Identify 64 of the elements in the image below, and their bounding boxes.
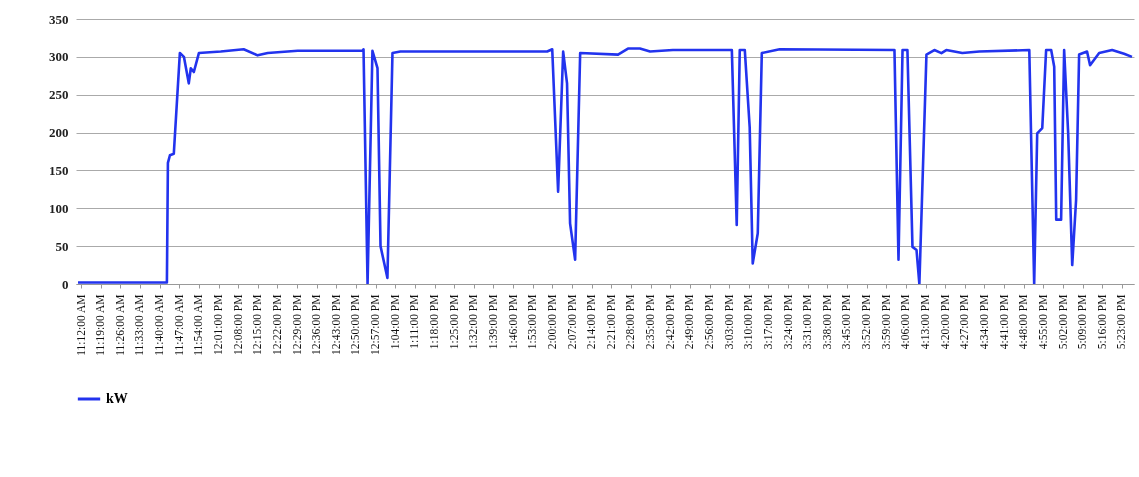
x-tick-label: 5:02:00 PM <box>1056 294 1069 350</box>
y-tick-label: 250 <box>49 87 69 103</box>
x-tick-label: 1:46:00 PM <box>506 294 519 350</box>
x-tick-label: 4:13:00 PM <box>919 294 932 350</box>
x-tick-label: 11:33:00 AM <box>133 294 146 356</box>
x-tick-label: 1:04:00 PM <box>388 294 401 350</box>
x-tick-label: 5:23:00 PM <box>1115 294 1128 350</box>
x-tick-label: 3:03:00 PM <box>722 294 735 350</box>
x-tick-label: 2:21:00 PM <box>604 294 617 350</box>
x-tick-label: 5:16:00 PM <box>1095 294 1108 350</box>
x-tick-label: 1:39:00 PM <box>486 294 499 350</box>
x-tick-label: 12:43:00 PM <box>329 294 342 355</box>
x-tick-label: 11:26:00 AM <box>113 294 126 356</box>
x-tick-label: 2:35:00 PM <box>644 294 657 350</box>
x-tick-label: 2:49:00 PM <box>683 294 696 350</box>
x-tick-label: 12:57:00 PM <box>369 294 382 355</box>
x-tick-label: 1:25:00 PM <box>447 294 460 350</box>
y-tick-label: 150 <box>49 162 69 178</box>
x-tick-label: 4:55:00 PM <box>1036 294 1049 350</box>
x-tick-label: 1:32:00 PM <box>467 294 480 350</box>
x-tick-label: 4:27:00 PM <box>958 294 971 350</box>
x-tick-label: 1:11:00 PM <box>408 294 421 349</box>
x-tick-label: 12:15:00 PM <box>251 294 264 355</box>
y-tick-label: 300 <box>49 49 69 65</box>
x-tick-label: 4:06:00 PM <box>899 294 912 350</box>
x-tick-label: 3:38:00 PM <box>820 294 833 350</box>
x-tick-label: 12:29:00 PM <box>290 294 303 355</box>
x-tick-label: 11:54:00 AM <box>192 294 205 356</box>
x-tick-label: 1:18:00 PM <box>428 294 441 350</box>
x-tick-label: 12:36:00 PM <box>310 294 323 355</box>
x-tick-label: 2:14:00 PM <box>585 294 598 350</box>
y-tick-label: 0 <box>62 276 69 292</box>
y-tick-label: 350 <box>49 11 69 27</box>
x-tick-label: 3:24:00 PM <box>781 294 794 350</box>
line-series <box>76 47 1134 284</box>
x-tick-label: 3:31:00 PM <box>801 294 814 350</box>
x-tick-label: 5:09:00 PM <box>1076 294 1089 350</box>
x-tick-label: 2:00:00 PM <box>545 294 558 350</box>
y-tick-label: 50 <box>55 238 69 254</box>
x-tick-label: 3:17:00 PM <box>761 294 774 350</box>
legend-label: kW <box>106 391 128 406</box>
x-tick-label: 1:53:00 PM <box>526 294 539 350</box>
x-tick-label: 4:48:00 PM <box>1017 294 1030 350</box>
x-tick-label: 4:34:00 PM <box>977 294 990 350</box>
x-tick-label: 2:56:00 PM <box>703 294 715 350</box>
x-tick-label: 12:50:00 PM <box>349 294 362 355</box>
x-tick-label: 2:07:00 PM <box>565 294 578 350</box>
y-tick-label: 200 <box>49 125 69 141</box>
x-tick-label: 12:01:00 PM <box>212 294 225 355</box>
x-tick-label: 3:45:00 PM <box>840 294 853 350</box>
x-tick-label: 11:12:00 AM <box>74 294 87 356</box>
x-tick-label: 3:10:00 PM <box>742 294 755 350</box>
x-tick-label: 11:19:00 AM <box>94 294 107 356</box>
x-tick-label: 4:20:00 PM <box>938 294 951 350</box>
x-tick-label: 3:52:00 PM <box>860 294 873 350</box>
x-tick-label: 12:22:00 PM <box>270 294 283 355</box>
x-tick-label: 2:28:00 PM <box>624 294 637 350</box>
x-tick-label: 11:47:00 AM <box>172 294 185 356</box>
x-tick-label: 2:42:00 PM <box>663 294 676 350</box>
x-tick-label: 3:59:00 PM <box>879 294 892 350</box>
y-tick-label: 100 <box>49 200 69 216</box>
x-tick-label: 12:08:00 PM <box>231 294 244 355</box>
x-tick-label: 4:41:00 PM <box>997 294 1010 350</box>
x-tick-label: 11:40:00 AM <box>153 294 166 356</box>
